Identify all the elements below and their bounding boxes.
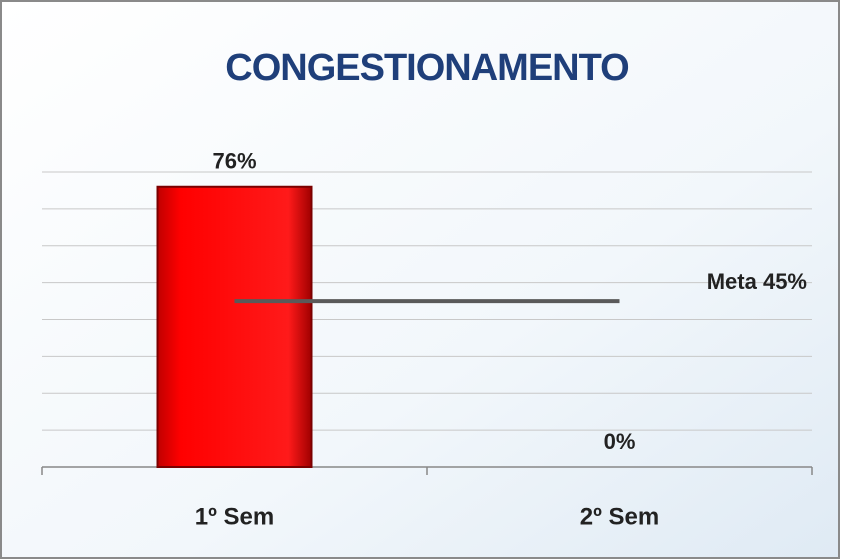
value-label: 0% xyxy=(604,429,636,454)
chart-title: CONGESTIONAMENTO xyxy=(225,47,628,89)
bar xyxy=(156,185,313,468)
value-label: 76% xyxy=(212,149,256,174)
x-tick-label: 2º Sem xyxy=(580,503,659,530)
x-tick-label: 1º Sem xyxy=(195,503,274,530)
target-label: Meta 45% xyxy=(707,269,807,294)
